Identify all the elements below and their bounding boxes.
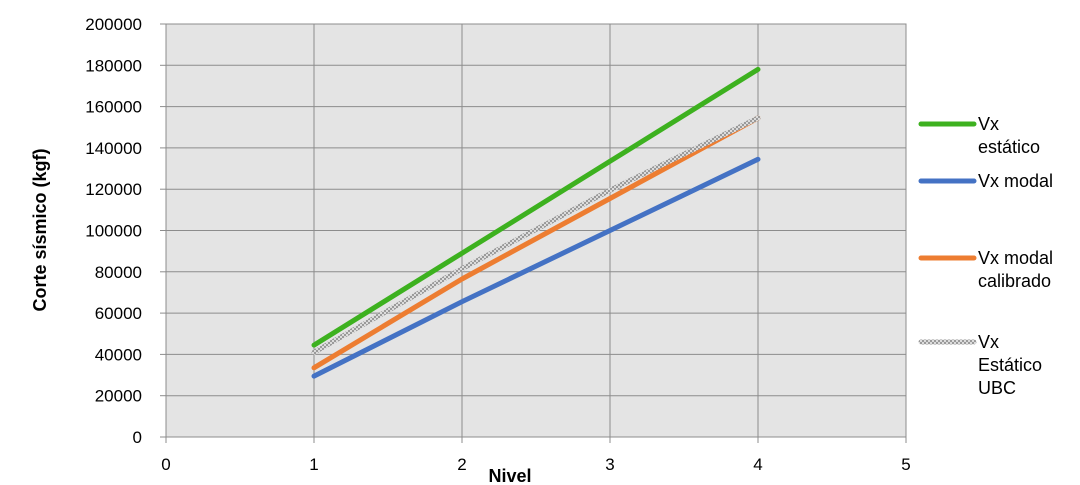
- y-tick-label: 200000: [85, 15, 142, 34]
- y-tick-label: 100000: [85, 222, 142, 241]
- y-tick-label: 160000: [85, 98, 142, 117]
- y-tick-label: 80000: [95, 263, 142, 282]
- legend-label-line: UBC: [978, 378, 1016, 398]
- y-tick-label: 180000: [85, 56, 142, 75]
- y-tick-label: 60000: [95, 304, 142, 323]
- x-tick-label: 3: [605, 455, 614, 474]
- y-tick-label: 140000: [85, 139, 142, 158]
- x-axis-title: Nivel: [488, 466, 531, 485]
- y-axis-title: Corte sísmico (kgf): [30, 148, 50, 311]
- y-tick-label: 20000: [95, 387, 142, 406]
- x-tick-label: 0: [161, 455, 170, 474]
- legend-label-line: Vx: [978, 114, 999, 134]
- y-tick-label: 120000: [85, 180, 142, 199]
- legend-label-4: Vx Estático UBC: [978, 332, 1042, 398]
- legend-label-1: Vx estático: [978, 114, 1040, 157]
- x-tick-label: 5: [901, 455, 910, 474]
- legend-label-line: Vx: [978, 332, 999, 352]
- legend-label-3: Vx modal calibrado: [978, 248, 1053, 291]
- legend-label-line: Vx modal: [978, 171, 1053, 191]
- legend-label-line: Estático: [978, 355, 1042, 375]
- x-tick-label: 2: [457, 455, 466, 474]
- legend-label-line: Vx modal: [978, 248, 1053, 268]
- legend: Vx estático Vx modal Vx modal calibrado Vx Est…: [921, 114, 1053, 398]
- y-tick-label: 40000: [95, 345, 142, 364]
- y-tick-label: 0: [133, 428, 142, 447]
- legend-label-line: calibrado: [978, 271, 1051, 291]
- legend-label-line: estático: [978, 137, 1040, 157]
- x-tick-label: 1: [309, 455, 318, 474]
- legend-label-2: Vx modal: [978, 171, 1053, 191]
- x-tick-label: 4: [753, 455, 762, 474]
